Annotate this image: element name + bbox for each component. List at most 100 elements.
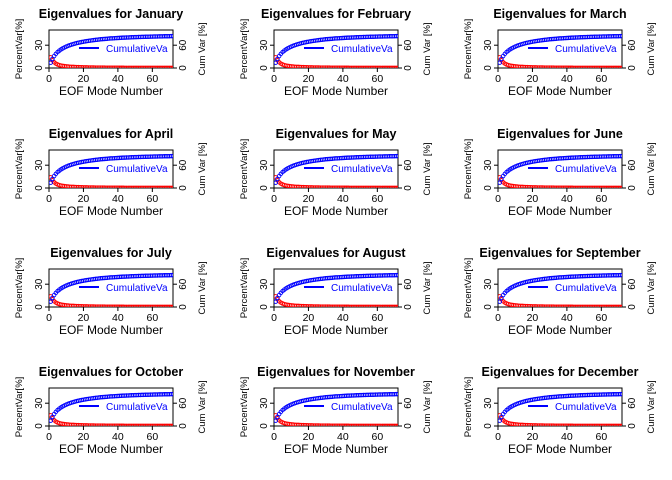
x-tick-label: 20: [78, 193, 90, 205]
y-right-axis-label: Cum Var [%]: [197, 22, 208, 75]
y-left-tick-label: 30: [259, 397, 270, 409]
percent-var-point: [170, 304, 173, 307]
y-left-tick-label: 30: [259, 39, 270, 51]
cumulative-var-point: [618, 391, 622, 397]
y-right-tick-label: 0: [178, 65, 189, 71]
x-tick-label: 60: [146, 73, 158, 85]
x-tick-label: 60: [371, 193, 383, 205]
x-axis-label: EOF Mode Number: [284, 204, 388, 218]
cumulative-var-point: [498, 418, 502, 423]
x-tick-label: 0: [271, 431, 277, 443]
y-right-tick-label: 60: [403, 278, 414, 290]
x-tick-label: 40: [337, 312, 349, 324]
data-points: CumulativeVa: [274, 33, 398, 68]
cumulative-var-point: [395, 391, 398, 397]
x-tick-label: 20: [78, 431, 90, 443]
x-tick-label: 0: [46, 73, 52, 85]
legend-label: CumulativeVa: [555, 402, 617, 413]
data-points: CumulativeVa: [49, 391, 173, 426]
y-right-tick-label: 60: [178, 39, 189, 51]
y-left-tick-label: 0: [259, 423, 270, 429]
y-right-axis-label: Cum Var [%]: [646, 22, 657, 75]
x-tick-label: 0: [46, 312, 52, 324]
legend-label: CumulativeVa: [106, 402, 168, 413]
x-tick-label: 40: [112, 73, 124, 85]
cumulative-var-point: [619, 153, 622, 159]
data-points: CumulativeVa: [498, 153, 622, 188]
y-left-axis-label: PercentVar[%]: [463, 258, 474, 319]
x-tick-label: 20: [78, 312, 90, 324]
panel-title: Eigenvalues for May: [276, 127, 397, 141]
percent-var-point: [618, 185, 622, 188]
x-tick-label: 60: [146, 431, 158, 443]
x-tick-label: 60: [595, 73, 607, 85]
y-right-axis-label: Cum Var [%]: [422, 22, 433, 75]
percent-var-point: [169, 423, 173, 426]
data-points: CumulativeVa: [498, 33, 622, 68]
x-tick-label: 60: [371, 431, 383, 443]
y-right-axis-label: Cum Var [%]: [197, 142, 208, 195]
y-left-tick-label: 0: [483, 304, 494, 310]
y-right-tick-label: 0: [178, 304, 189, 310]
percent-var-point: [395, 304, 398, 307]
x-tick-label: 20: [527, 73, 539, 85]
x-tick-label: 20: [303, 193, 315, 205]
legend-label: CumulativeVa: [555, 283, 617, 294]
x-tick-label: 40: [112, 431, 124, 443]
y-left-tick-label: 30: [483, 278, 494, 290]
cumulative-var-point: [395, 33, 398, 39]
y-left-axis-label: PercentVar[%]: [14, 377, 25, 438]
y-right-tick-label: 60: [178, 159, 189, 171]
cumulative-var-point: [394, 391, 398, 397]
y-right-tick-label: 0: [178, 185, 189, 191]
x-tick-label: 20: [303, 312, 315, 324]
x-tick-label: 0: [495, 73, 501, 85]
panel-title: Eigenvalues for July: [50, 246, 172, 260]
cumulative-var-point: [49, 299, 53, 304]
percent-var-point: [618, 304, 622, 307]
y-right-tick-label: 60: [627, 278, 638, 290]
y-left-tick-label: 30: [483, 159, 494, 171]
data-points: CumulativeVa: [49, 33, 173, 68]
cumulative-var-point: [274, 418, 278, 423]
panel-title: Eigenvalues for September: [479, 246, 640, 260]
y-left-axis-label: PercentVar[%]: [14, 19, 25, 80]
y-left-tick-label: 30: [34, 397, 45, 409]
x-tick-label: 40: [561, 431, 573, 443]
y-right-tick-label: 0: [403, 304, 414, 310]
y-left-axis-label: PercentVar[%]: [14, 139, 25, 200]
y-left-tick-label: 0: [34, 65, 45, 71]
data-points: CumulativeVa: [498, 272, 622, 307]
x-tick-label: 40: [561, 73, 573, 85]
percent-var-point: [170, 423, 173, 426]
percent-var-point: [618, 65, 622, 68]
x-tick-label: 20: [527, 312, 539, 324]
cumulative-var-point: [498, 180, 502, 185]
y-left-tick-label: 30: [34, 39, 45, 51]
x-tick-label: 0: [271, 193, 277, 205]
data-points: CumulativeVa: [274, 153, 398, 188]
y-right-tick-label: 0: [627, 423, 638, 429]
x-tick-label: 40: [112, 193, 124, 205]
cumulative-var-point: [618, 272, 622, 278]
x-axis-label: EOF Mode Number: [508, 84, 612, 98]
x-tick-label: 20: [78, 73, 90, 85]
y-right-tick-label: 60: [403, 159, 414, 171]
y-right-tick-label: 0: [627, 304, 638, 310]
y-left-tick-label: 30: [259, 278, 270, 290]
y-left-tick-label: 0: [34, 423, 45, 429]
x-tick-label: 60: [146, 312, 158, 324]
x-tick-label: 20: [303, 431, 315, 443]
data-points: CumulativeVa: [274, 391, 398, 426]
x-tick-label: 0: [495, 312, 501, 324]
cumulative-var-point: [618, 33, 622, 39]
cumulative-var-point: [170, 153, 173, 159]
cumulative-var-point: [170, 391, 173, 397]
x-tick-label: 40: [112, 312, 124, 324]
percent-var-point: [169, 65, 173, 68]
